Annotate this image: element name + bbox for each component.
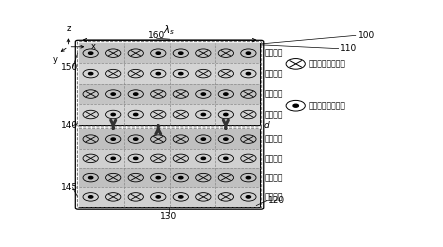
Circle shape: [156, 52, 160, 54]
Circle shape: [111, 93, 115, 95]
Text: 流向平面内的电流: 流向平面内的电流: [309, 59, 346, 68]
Circle shape: [246, 196, 251, 198]
Text: 140: 140: [61, 121, 78, 130]
Text: 第二上层: 第二上层: [265, 90, 284, 99]
Text: 第一上层: 第一上层: [265, 110, 284, 119]
Text: 130: 130: [160, 211, 177, 221]
Text: z: z: [66, 24, 70, 33]
Circle shape: [201, 138, 206, 140]
Circle shape: [89, 196, 93, 198]
Bar: [79, 63, 260, 84]
Circle shape: [89, 72, 93, 75]
Circle shape: [201, 93, 206, 95]
Circle shape: [293, 104, 299, 107]
Text: 第二下层: 第二下层: [265, 154, 284, 163]
Circle shape: [246, 72, 251, 75]
Circle shape: [224, 113, 228, 116]
Circle shape: [201, 113, 206, 116]
Bar: [79, 43, 260, 125]
Circle shape: [156, 196, 160, 198]
Text: 第四上层: 第四上层: [265, 49, 284, 58]
Circle shape: [89, 176, 93, 179]
Circle shape: [134, 113, 138, 116]
Text: $\lambda_s$: $\lambda_s$: [163, 23, 175, 37]
Circle shape: [134, 157, 138, 160]
Bar: [79, 84, 260, 104]
Text: 120: 120: [268, 196, 285, 205]
Text: 第四下层: 第四下层: [265, 192, 284, 201]
Text: x: x: [91, 42, 96, 51]
Bar: [79, 43, 260, 63]
Text: 150: 150: [61, 63, 78, 72]
Text: 流向平面外的电流: 流向平面外的电流: [309, 101, 346, 110]
Circle shape: [89, 52, 93, 54]
Circle shape: [156, 176, 160, 179]
Circle shape: [246, 176, 251, 179]
Bar: [79, 187, 260, 206]
Bar: [79, 168, 260, 187]
Circle shape: [224, 138, 228, 140]
Text: d: d: [263, 121, 269, 130]
Circle shape: [179, 176, 183, 179]
Text: 100: 100: [358, 31, 375, 40]
Circle shape: [179, 52, 183, 54]
Bar: [79, 129, 260, 206]
Text: y: y: [53, 55, 58, 64]
Circle shape: [111, 138, 115, 140]
Circle shape: [224, 93, 228, 95]
Circle shape: [134, 138, 138, 140]
Text: 第三下层: 第三下层: [265, 173, 284, 182]
Bar: [79, 149, 260, 168]
Circle shape: [134, 93, 138, 95]
Circle shape: [111, 157, 115, 160]
Bar: [79, 104, 260, 125]
Text: 110: 110: [340, 44, 358, 53]
Text: 145: 145: [61, 183, 78, 192]
Circle shape: [179, 72, 183, 75]
Bar: [79, 129, 260, 149]
Text: 160: 160: [148, 31, 165, 40]
Circle shape: [224, 157, 228, 160]
Circle shape: [201, 157, 206, 160]
Circle shape: [179, 196, 183, 198]
Circle shape: [246, 52, 251, 54]
Text: 第三上层: 第三上层: [265, 69, 284, 78]
Circle shape: [111, 113, 115, 116]
Text: 第一下层: 第一下层: [265, 135, 284, 144]
Circle shape: [156, 72, 160, 75]
